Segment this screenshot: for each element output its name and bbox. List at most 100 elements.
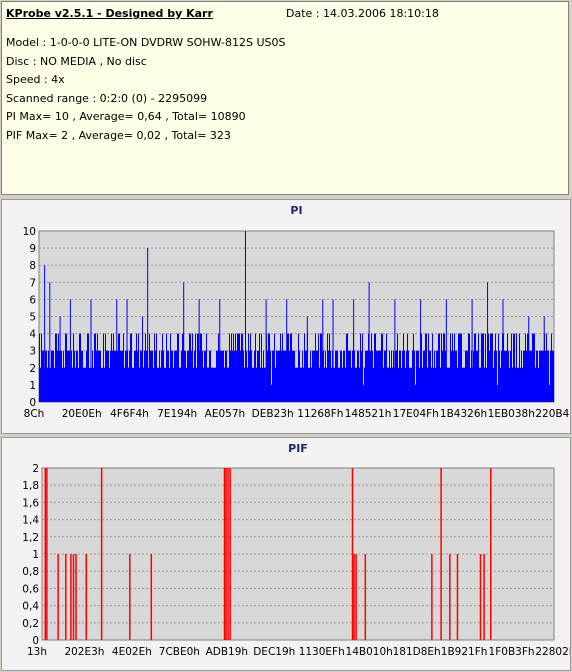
pi-bar [101,367,102,402]
info-panel: KProbe v2.5.1 - Designed by Karr Date : … [1,1,569,195]
pi-y-tick-label: 9 [29,243,36,255]
pi-bar [137,350,138,402]
pif-y-tick-label: 1,8 [22,480,39,492]
pi-bar [308,367,309,402]
pif-chart: PIF 0 0,2 0,4 0,6 0,8 1 1,2 1,4 1,6 1,8 2 13h 202E3h 4… [22,442,570,658]
pi-bar [540,350,541,402]
pi-bar [339,367,340,402]
pi-bar [63,350,64,402]
pi-bar [388,367,389,402]
pi-bar [133,367,134,402]
pi-bar [543,350,544,402]
pi-bar [348,350,349,402]
pi-bar [105,333,106,402]
pif-x-tick-label: DEC19h [253,646,295,658]
pi-bar [531,350,532,402]
pi-bar [397,333,398,402]
pi-bar [103,333,104,402]
pi-bar [303,367,304,402]
pi-bar [78,367,79,402]
pi-bar [344,350,345,402]
pi-bar [253,367,254,402]
pi-bar [318,333,319,402]
pi-spike-bar [286,299,288,402]
pi-bar [372,350,373,402]
pif-bar [75,554,77,640]
pi-bar [405,367,406,402]
pi-bar [410,367,411,402]
pif-bar [456,554,459,640]
pi-bar [323,350,324,402]
pi-bar [310,350,311,402]
pi-bar [244,367,245,402]
pi-bar [209,350,210,402]
pi-bar [217,350,218,402]
pi-bar [188,350,189,402]
pi-bar [374,333,375,402]
pi-bar [115,350,116,402]
pi-bar [66,333,67,402]
pif-bar [364,554,367,640]
pi-bar [141,350,142,402]
pi-bar [519,333,520,402]
pi-bar [162,333,163,402]
pi-bar [494,350,495,402]
pi-bar [409,367,410,402]
pi-bar [431,367,432,402]
pi-bar [316,350,317,402]
pi-bar [511,333,512,402]
pi-bar [174,350,175,402]
pi-bar [493,367,494,402]
model-line: Model : 1-0-0-0 LITE-ON DVDRW SOHW-812S … [6,36,286,49]
pi-bar [342,367,343,402]
scanned-range-line: Scanned range : 0:2:0 (0) - 2295099 [6,91,208,105]
pi-bar [449,367,450,402]
pif-y-tick-label: 1,2 [22,532,39,544]
pi-y-tick-label: 8 [29,260,36,272]
pi-bar [422,367,423,402]
pi-bar [315,333,316,402]
pi-bar [497,384,498,402]
pi-bar [119,333,120,402]
pi-bar [466,350,467,402]
pi-bar [330,350,331,402]
pi-x-tick-label: 148521h [345,408,392,420]
pi-bar [251,350,252,402]
pi-bar [211,367,212,402]
pi-bar [153,367,154,402]
pi-bar [250,333,251,402]
pi-bar [515,367,516,402]
pi-bar [223,350,224,402]
pi-bar [444,333,445,402]
pi-bar [39,333,40,402]
pi-bar [383,367,384,402]
pi-y-tick-label: 4 [29,329,36,341]
pi-y-tick-label: 6 [29,294,36,306]
pi-bar [201,333,202,402]
pi-bar [150,350,151,402]
pi-bar [354,350,355,402]
pif-bar [44,468,47,640]
pi-bar [490,333,491,402]
pi-bar [145,333,146,402]
pi-bar [287,333,288,402]
pi-bar [345,367,346,402]
pi-bar [128,367,129,402]
pif-bar [129,554,131,640]
pi-y-tick-label: 5 [29,312,36,324]
pi-bar [393,350,394,402]
pi-bar [294,350,295,402]
pi-bar [525,333,526,402]
pi-bar [204,350,205,402]
pi-bar [257,350,258,402]
pi-bar [462,367,463,402]
pi-bar [136,333,137,402]
pi-bar [550,350,551,402]
pif-y-tick-label: 2 [32,463,39,475]
pi-bar [356,367,357,402]
pi-bar [320,333,321,402]
pi-bar [200,333,201,402]
pi-bar [451,350,452,402]
pi-bar [93,367,94,402]
pi-bar [439,333,440,402]
